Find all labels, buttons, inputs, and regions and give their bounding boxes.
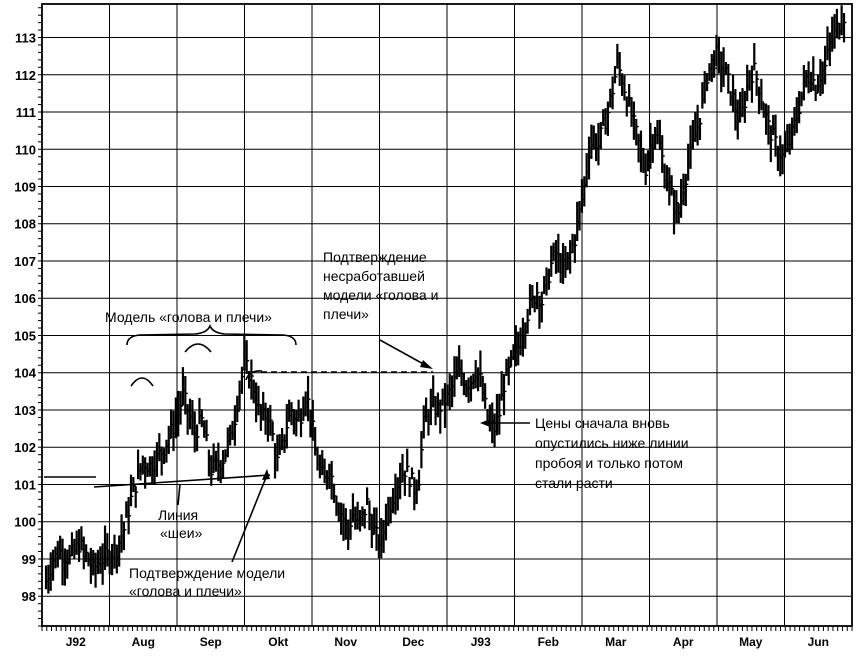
- neckline-label-2: «шеи»: [160, 525, 203, 541]
- head-arc: [184, 343, 212, 353]
- y-tick-label: 107: [14, 254, 36, 269]
- failed-hs-pointer: [379, 339, 428, 367]
- dip-label-4: стали расти: [535, 475, 613, 491]
- x-tick-label: Apr: [673, 635, 694, 649]
- y-tick-label: 105: [14, 328, 36, 343]
- y-tick-label: 106: [14, 291, 36, 306]
- neckline: [93, 474, 271, 488]
- y-tick-label: 100: [14, 515, 36, 530]
- hs-model-label: Модель «голова и плечи»: [105, 309, 272, 325]
- failed-hs-label-3: модели «голова и: [323, 287, 438, 303]
- x-tick-label: Nov: [334, 635, 357, 649]
- x-tick-label: Dec: [402, 635, 424, 649]
- hs-confirm-arrowhead: [262, 469, 270, 480]
- arrowheads: [262, 360, 490, 480]
- x-tick-label: J93: [471, 635, 491, 649]
- neckline-label-1: Линия: [158, 507, 198, 523]
- dip-label-2: опустились ниже линии: [535, 435, 689, 451]
- neckline-pointer: [177, 483, 181, 506]
- y-tick-label: 103: [14, 403, 36, 418]
- right-shoulder-arc: [245, 370, 263, 381]
- x-tick-label: Mar: [605, 635, 627, 649]
- y-tick-label: 101: [14, 477, 36, 492]
- annotations: Модель «голова и плечи» Линия «шеи» Подт…: [105, 249, 689, 599]
- y-tick-label: 104: [14, 366, 36, 381]
- hs-confirm-pointer: [231, 474, 268, 563]
- y-tick-label: 113: [15, 31, 36, 46]
- dip-arrowhead: [480, 419, 490, 427]
- hs-confirm-label-2: «голова и плечи»: [129, 583, 242, 599]
- y-tick-label: 109: [14, 180, 36, 195]
- x-tick-label: Okt: [268, 635, 288, 649]
- failed-hs-arrowhead: [420, 360, 433, 369]
- y-tick-label: 112: [15, 68, 36, 83]
- x-tick-label: Sep: [200, 635, 222, 649]
- hs-confirm-label-1: Подтверждение модели: [129, 565, 285, 581]
- annotation-lines: [44, 323, 530, 563]
- x-tick-label: May: [739, 635, 763, 649]
- x-tick-label: Aug: [132, 635, 155, 649]
- y-tick-label: 99: [22, 552, 36, 567]
- failed-hs-label-1: Подтверждение: [323, 249, 427, 265]
- x-tick-label: Jun: [808, 635, 829, 649]
- y-tick-label: 98: [22, 589, 36, 604]
- left-shoulder-arc: [130, 377, 154, 387]
- dip-label-3: пробоя и только потом: [535, 455, 683, 471]
- failed-hs-label-4: плечи»: [323, 306, 369, 322]
- x-tick-label: J92: [66, 635, 86, 649]
- y-tick-label: 110: [15, 142, 36, 157]
- x-tick-label: Feb: [538, 635, 559, 649]
- y-tick-label: 102: [14, 440, 36, 455]
- y-tick-label: 111: [16, 105, 36, 120]
- price-bars: [44, 5, 847, 594]
- dip-label-1: Цены сначала вновь: [535, 415, 670, 431]
- failed-hs-label-2: несработавшей: [323, 268, 425, 284]
- x-axis: J92 Aug Sep Okt Nov Dec J93 Feb Mar Apr May Jun: [41, 626, 853, 649]
- y-axis: 98 99 100 101 102 103 104 105 106 107 108 109 110 111…: [14, 7, 42, 627]
- y-tick-label: 108: [14, 217, 36, 232]
- hs-brace: [126, 323, 297, 346]
- grid-lines: [41, 3, 853, 627]
